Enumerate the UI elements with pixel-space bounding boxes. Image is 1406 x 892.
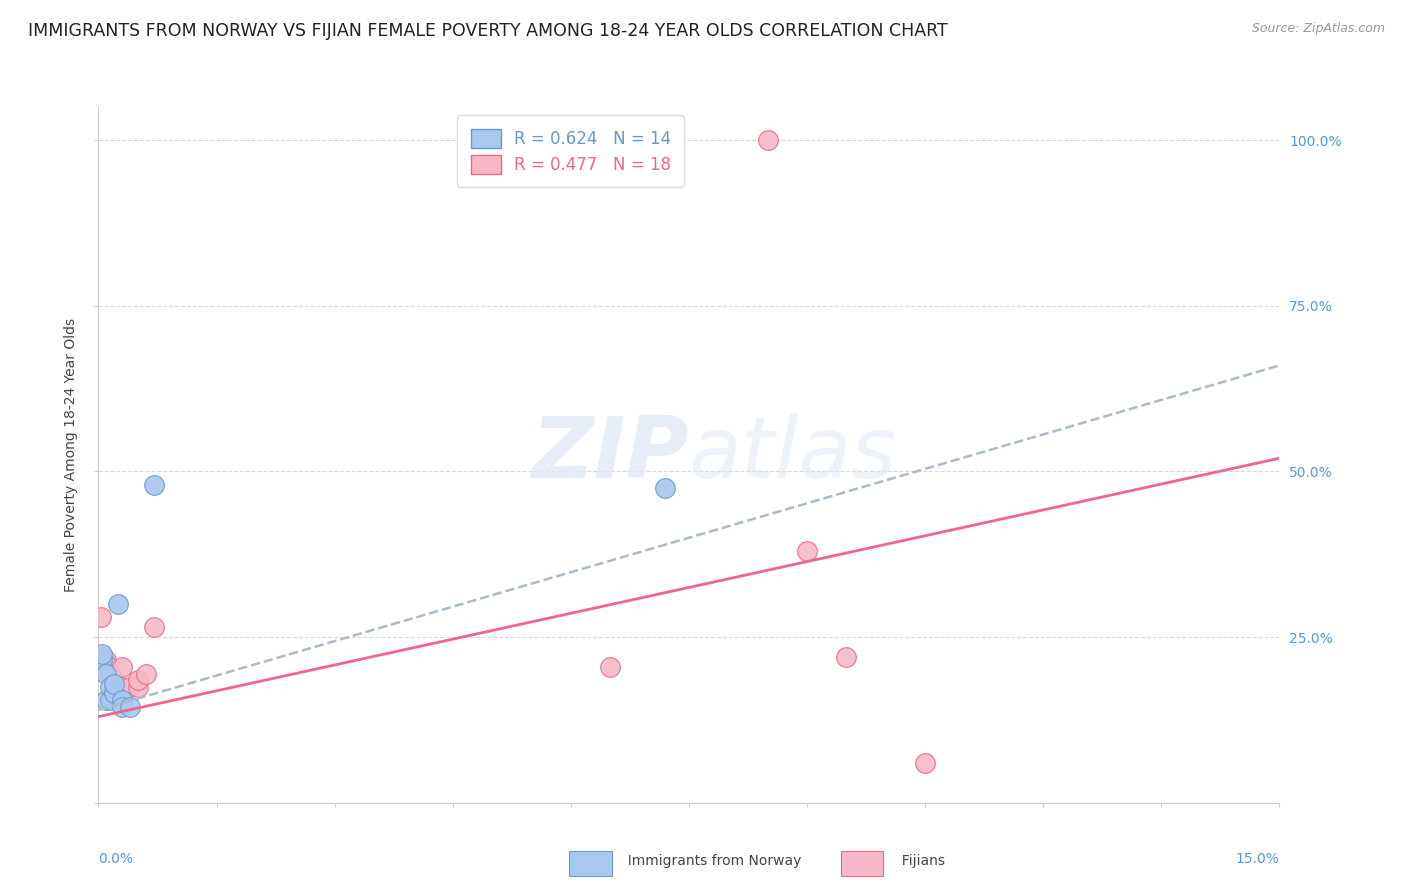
Point: [756, 133, 779, 147]
Point: [599, 660, 621, 674]
Text: Source: ZipAtlas.com: Source: ZipAtlas.com: [1251, 22, 1385, 36]
Point: [103, 673, 125, 688]
Point: [103, 680, 125, 694]
Text: 15.0%: 15.0%: [1236, 852, 1279, 865]
Point: [142, 477, 165, 491]
Point: [91, 650, 114, 665]
Point: [107, 597, 129, 611]
Legend: R = 0.624   N = 14, R = 0.477   N = 18: R = 0.624 N = 14, R = 0.477 N = 18: [457, 115, 685, 187]
Point: [91, 653, 114, 667]
Point: [835, 650, 858, 665]
Point: [96, 666, 118, 681]
Point: [111, 660, 134, 674]
Text: Immigrants from Norway: Immigrants from Norway: [619, 854, 801, 868]
Point: [96, 657, 118, 671]
Point: [127, 673, 149, 688]
Text: Fijians: Fijians: [893, 854, 945, 868]
Point: [98, 680, 121, 694]
Point: [111, 680, 134, 694]
Point: [96, 693, 118, 707]
Point: [98, 666, 121, 681]
Point: [103, 686, 125, 700]
Point: [111, 699, 134, 714]
Point: [142, 620, 165, 634]
Point: [135, 666, 157, 681]
Text: 0.0%: 0.0%: [98, 852, 134, 865]
Text: ZIP: ZIP: [531, 413, 689, 497]
Point: [127, 680, 149, 694]
Point: [91, 647, 114, 661]
Point: [914, 756, 936, 770]
Point: [96, 653, 118, 667]
Text: atlas: atlas: [689, 413, 897, 497]
Point: [90, 610, 112, 624]
Y-axis label: Female Poverty Among 18-24 Year Olds: Female Poverty Among 18-24 Year Olds: [65, 318, 79, 592]
Point: [796, 544, 818, 558]
Point: [98, 693, 121, 707]
Point: [111, 693, 134, 707]
Point: [654, 481, 676, 495]
Text: IMMIGRANTS FROM NORWAY VS FIJIAN FEMALE POVERTY AMONG 18-24 YEAR OLDS CORRELATIO: IMMIGRANTS FROM NORWAY VS FIJIAN FEMALE …: [28, 22, 948, 40]
Point: [118, 699, 141, 714]
Point: [118, 680, 141, 694]
Point: [103, 676, 125, 690]
